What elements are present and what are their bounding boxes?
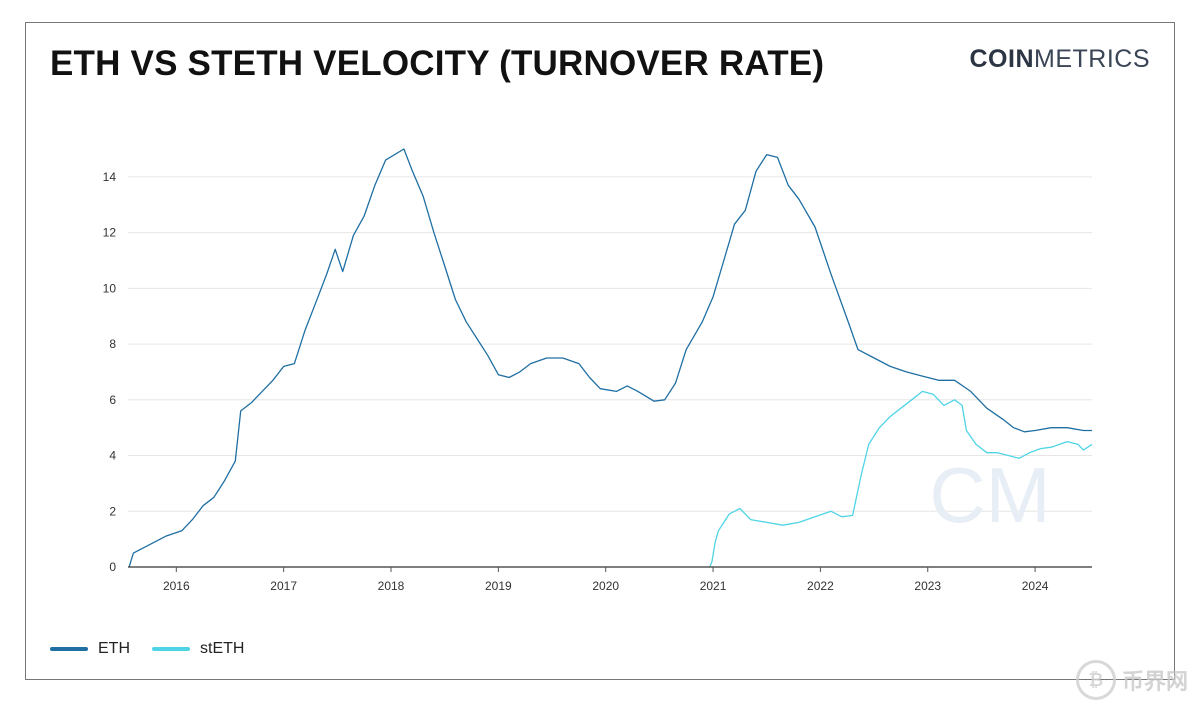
grid-lines — [128, 176, 1092, 512]
x-tick-label: 2021 — [700, 579, 727, 593]
cm-watermark: CM — [929, 451, 1050, 539]
coin-icon: ₿ — [1075, 660, 1116, 700]
corner-watermark: ₿ 币界网 — [1075, 660, 1188, 700]
coinmetrics-logo: COINMETRICS — [970, 45, 1151, 74]
x-tick-label: 2018 — [378, 579, 405, 593]
y-tick-label: 14 — [103, 170, 117, 184]
y-tick-label: 4 — [109, 449, 116, 463]
x-axis-ticks: 2016 2017 2018 2019 2020 2021 2022 2023 2024 — [163, 567, 1049, 593]
chart-frame — [25, 22, 1175, 680]
x-tick-label: 2019 — [485, 579, 512, 593]
x-tick-label: 2024 — [1022, 579, 1049, 593]
series-line-steth — [709, 390, 1093, 568]
corner-watermark-text: 币界网 — [1121, 669, 1188, 694]
logo-bold-text: COIN — [969, 45, 1034, 73]
y-tick-label: 10 — [103, 281, 117, 295]
steth-swatch — [152, 647, 190, 651]
series-lines — [128, 148, 1093, 568]
eth-swatch — [50, 647, 88, 651]
legend-eth-label: ETH — [98, 640, 130, 657]
y-tick-label: 12 — [103, 226, 117, 240]
y-tick-label: 2 — [109, 504, 116, 518]
series-line-eth — [128, 148, 1092, 568]
chart-title: ETH VS STETH VELOCITY (TURNOVER RATE) — [50, 44, 825, 83]
legend: ETH stETH — [50, 640, 244, 658]
x-tick-label: 2020 — [592, 579, 619, 593]
y-tick-label: 0 — [109, 560, 116, 574]
x-tick-label: 2023 — [914, 579, 941, 593]
legend-steth-label: stETH — [200, 640, 245, 657]
x-tick-label: 2022 — [807, 579, 834, 593]
logo-light-text: METRICS — [1034, 45, 1150, 73]
legend-item-steth[interactable]: stETH — [152, 640, 244, 658]
x-tick-label: 2016 — [163, 579, 190, 593]
y-tick-label: 8 — [109, 337, 116, 351]
y-tick-label: 6 — [109, 393, 116, 407]
y-axis-ticks: 0 2 4 6 8 10 12 14 — [103, 170, 117, 574]
x-tick-label: 2017 — [270, 579, 297, 593]
legend-item-eth[interactable]: ETH — [50, 640, 130, 658]
